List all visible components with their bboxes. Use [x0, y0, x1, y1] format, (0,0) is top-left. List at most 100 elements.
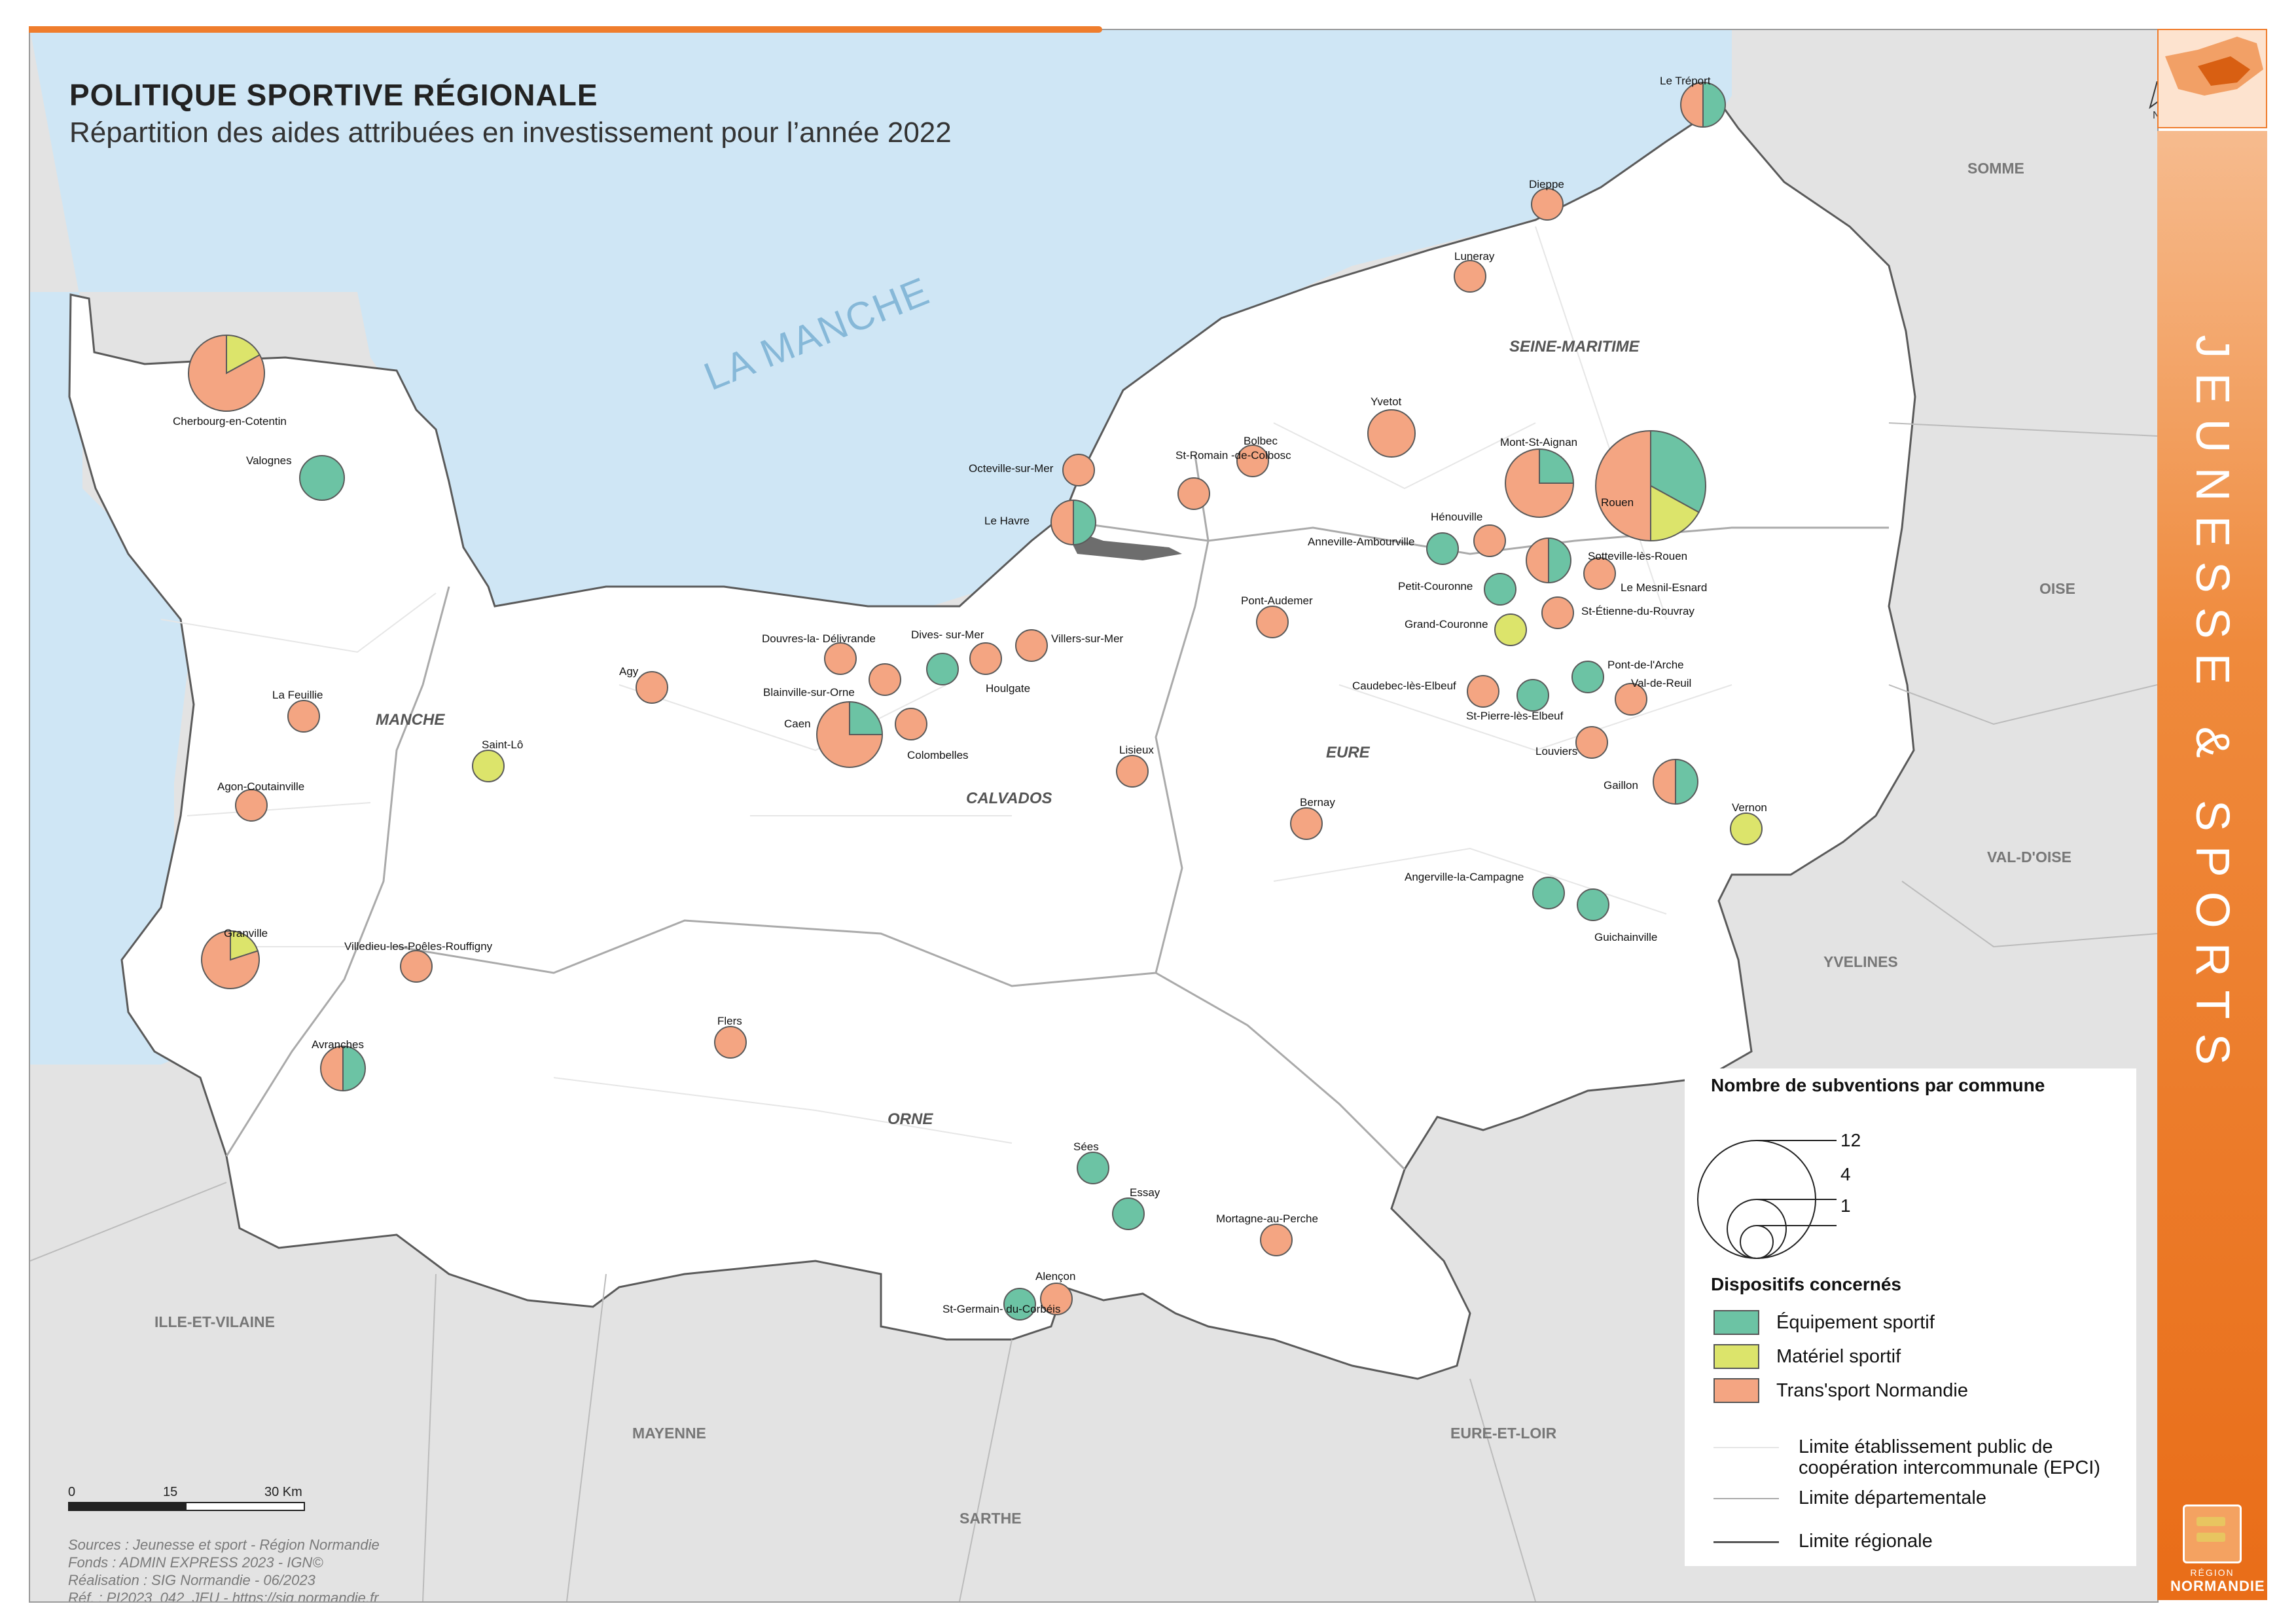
commune-label: Luneray: [1454, 250, 1495, 263]
commune-symbol[interactable]: [400, 950, 433, 983]
commune-symbol[interactable]: [1077, 1152, 1109, 1184]
scale-bar: 0 15 30 Km: [68, 1485, 317, 1511]
commune-label: Octeville-sur-Mer: [969, 462, 1054, 475]
commune-symbol[interactable]: [1571, 661, 1604, 693]
commune-symbol[interactable]: [1577, 888, 1609, 921]
commune-slice-transport: [1290, 807, 1323, 840]
commune-label: La Feuillie: [272, 689, 323, 701]
scale-label-15: 15: [163, 1485, 178, 1499]
source-line: Sources : Jeunesse et sport - Région Nor…: [68, 1537, 380, 1553]
commune-symbol[interactable]: [1583, 557, 1616, 590]
commune-slice-equipement: [1577, 888, 1609, 921]
location-inset-map: [2157, 29, 2267, 128]
map-frame[interactable]: POLITIQUE SPORTIVE RÉGIONALE Répartition…: [29, 29, 2159, 1603]
commune-symbol[interactable]: [1367, 409, 1416, 458]
commune-symbol[interactable]: [1116, 755, 1149, 788]
commune-slice-equipement: [1539, 448, 1575, 484]
legend-size-circles: [1697, 1140, 1837, 1259]
commune-symbol[interactable]: [926, 653, 959, 685]
commune-slice-equipement: [1426, 532, 1459, 565]
commune-symbol[interactable]: [1062, 454, 1095, 486]
commune-slice-transport: [1236, 445, 1269, 477]
commune-slice-transport: [1541, 596, 1574, 629]
source-line: Fonds : ADMIN EXPRESS 2023 - IGN©: [68, 1554, 323, 1571]
commune-symbol[interactable]: [1575, 726, 1608, 759]
commune-symbol[interactable]: [1680, 81, 1726, 128]
commune-symbol[interactable]: [1236, 445, 1269, 477]
commune-slice-materiel: [472, 750, 505, 782]
commune-symbol[interactable]: [1730, 812, 1763, 845]
commune-symbol[interactable]: [287, 700, 320, 733]
commune-label: St-Étienne-du-Rouvray: [1581, 605, 1695, 617]
legend-size-value: 12: [1840, 1130, 1861, 1150]
title-rule: [29, 26, 1102, 33]
commune-symbol[interactable]: [816, 701, 884, 768]
commune-symbol[interactable]: [235, 789, 268, 822]
commune-symbol[interactable]: [1653, 758, 1698, 805]
commune-symbol[interactable]: [1426, 532, 1459, 565]
commune-slice-transport: [1575, 726, 1608, 759]
commune-symbol[interactable]: [1256, 606, 1289, 638]
commune-symbol[interactable]: [1541, 596, 1574, 629]
region-shield-icon: [2183, 1504, 2242, 1563]
commune-symbol[interactable]: [1040, 1283, 1073, 1315]
dept-label-calvados: CALVADOS: [966, 790, 1052, 807]
commune-symbol[interactable]: [1015, 629, 1048, 662]
commune-symbol[interactable]: [1505, 448, 1575, 518]
commune-symbol[interactable]: [969, 642, 1002, 675]
commune-symbol[interactable]: [1112, 1197, 1145, 1230]
commune-symbol[interactable]: [1595, 429, 1706, 542]
commune-label: Bolbec: [1244, 435, 1278, 447]
commune-symbol[interactable]: [1494, 613, 1527, 646]
map-canvas[interactable]: [30, 30, 2157, 1601]
legend-line-departement: Limite départementale: [1713, 1487, 1986, 1508]
commune-symbol[interactable]: [714, 1026, 747, 1059]
side-banner-title: JEUNESSE & SPORTS: [2186, 335, 2238, 1080]
commune-symbol[interactable]: [1615, 683, 1647, 716]
commune-slice-transport: [1473, 524, 1506, 557]
commune-symbol[interactable]: [895, 708, 927, 740]
commune-symbol[interactable]: [299, 455, 345, 501]
commune-label: Houlgate: [986, 682, 1031, 695]
commune-symbol[interactable]: [188, 334, 265, 412]
commune-slice-materiel: [1494, 613, 1527, 646]
commune-symbol[interactable]: [1467, 675, 1499, 708]
commune-label: Douvres-la- Délivrande: [762, 632, 876, 645]
commune-slice-equipement: [1516, 679, 1549, 712]
commune-symbol[interactable]: [1532, 877, 1565, 909]
commune-label: Anneville-Ambourville: [1308, 536, 1415, 548]
commune-slice-equipement: [1003, 1288, 1036, 1321]
logo-line-2: NORMANDIE: [2170, 1578, 2265, 1594]
commune-symbol[interactable]: [636, 671, 668, 704]
commune-label: Saint-Lô: [482, 739, 524, 751]
commune-symbol[interactable]: [201, 930, 260, 989]
commune-symbol[interactable]: [472, 750, 505, 782]
commune-symbol[interactable]: [824, 642, 857, 675]
legend-item-label: Trans'sport Normandie: [1776, 1379, 1968, 1401]
title-block: POLITIQUE SPORTIVE RÉGIONALE Répartition…: [69, 77, 952, 149]
commune-label: Caen: [784, 718, 811, 730]
commune-symbol[interactable]: [1531, 188, 1564, 221]
commune-label: Villedieu-les-Poêles-Rouffigny: [344, 940, 493, 953]
side-banner: [2157, 131, 2267, 1600]
commune-symbol[interactable]: [1473, 524, 1506, 557]
commune-slice-equipement: [1532, 877, 1565, 909]
commune-symbol[interactable]: [869, 663, 901, 696]
commune-symbol[interactable]: [1290, 807, 1323, 840]
legend-line-label: Limite départementale: [1799, 1487, 1986, 1508]
commune-symbol[interactable]: [1050, 499, 1096, 546]
commune-symbol[interactable]: [1484, 573, 1516, 606]
inset-map-icon: [2159, 30, 2266, 127]
commune-symbol[interactable]: [1454, 260, 1486, 293]
commune-symbol[interactable]: [1526, 537, 1571, 584]
commune-symbol[interactable]: [1516, 679, 1549, 712]
neighbour-label-eure-et-loir: EURE-ET-LOIR: [1450, 1425, 1557, 1442]
commune-label: Le Tréport: [1660, 75, 1711, 87]
commune-symbol[interactable]: [320, 1045, 366, 1092]
commune-slice-transport: [816, 701, 884, 768]
commune-symbol[interactable]: [1177, 477, 1210, 510]
commune-symbol[interactable]: [1260, 1224, 1293, 1256]
commune-slice-transport: [636, 671, 668, 704]
commune-symbol[interactable]: [1003, 1288, 1036, 1321]
commune-label: Essay: [1130, 1186, 1160, 1199]
